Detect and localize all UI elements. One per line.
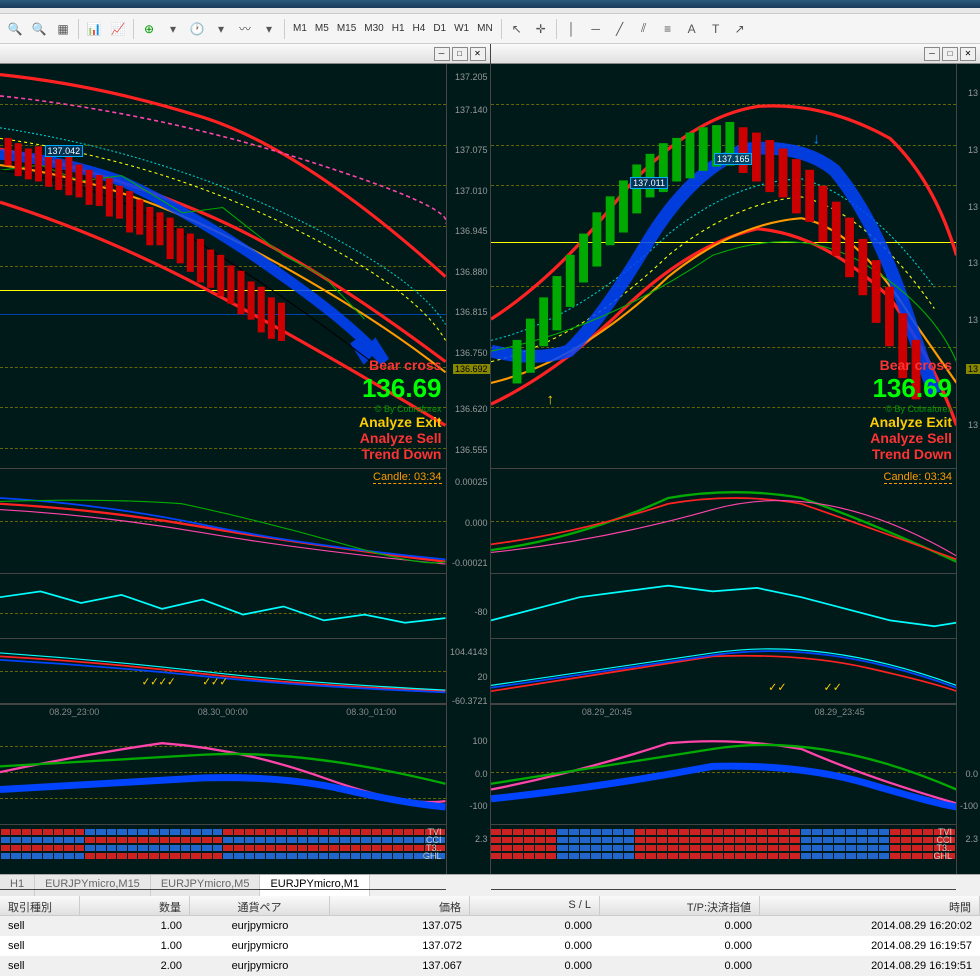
hline-icon[interactable]: ─ — [585, 18, 607, 40]
signal-text: Analyze Exit — [359, 414, 441, 430]
order-row[interactable]: sell2.00eurjpymicro137.0670.0000.0002014… — [0, 956, 980, 976]
orders-header: 取引種別 数量 通貨ペア 価格 S / L T/P:決済指値 時間 — [0, 896, 980, 916]
indicator-icon[interactable]: 〰 — [234, 18, 256, 40]
close-icon[interactable]: ✕ — [470, 47, 486, 61]
zoom-out-icon[interactable]: 🔍 — [28, 18, 50, 40]
maximize-icon[interactable]: □ — [942, 47, 958, 61]
svg-text:✓✓: ✓✓ — [768, 682, 787, 694]
dropdown3-icon[interactable]: ▾ — [258, 18, 280, 40]
chart-window-left: ─ □ ✕ — [0, 44, 490, 874]
col-header[interactable]: 価格 — [330, 896, 470, 915]
grid-icon[interactable]: ▦ — [52, 18, 74, 40]
col-header[interactable]: 時間 — [760, 896, 980, 915]
signal-text: Bear cross — [870, 357, 952, 373]
bar-icon[interactable]: 📈 — [107, 18, 129, 40]
dropdown-icon[interactable]: ▾ — [162, 18, 184, 40]
svg-text:✓✓✓: ✓✓✓ — [203, 676, 228, 689]
timeframe-W1[interactable]: W1 — [450, 21, 473, 36]
signal-text: Analyze Sell — [359, 430, 441, 446]
timeframe-M1[interactable]: M1 — [289, 21, 311, 36]
col-header[interactable]: 取引種別 — [0, 896, 80, 915]
clock-icon[interactable]: 🕐 — [186, 18, 208, 40]
signal-text: Trend Down — [870, 446, 952, 462]
orders-panel: 取引種別 数量 通貨ペア 価格 S / L T/P:決済指値 時間 sell1.… — [0, 896, 980, 980]
trendline-icon[interactable]: ╱ — [609, 18, 631, 40]
fib-icon[interactable]: ≡ — [657, 18, 679, 40]
big-price: 136.69 — [359, 373, 441, 404]
timeframe-H4[interactable]: H4 — [409, 21, 430, 36]
vline-icon[interactable]: │ — [561, 18, 583, 40]
text-icon[interactable]: A — [681, 18, 703, 40]
channel-icon[interactable]: ⫽ — [633, 18, 655, 40]
order-row[interactable]: sell1.00eurjpymicro137.0720.0000.0002014… — [0, 936, 980, 956]
sub-chart-1[interactable]: Candle: 03:34 — [491, 469, 957, 574]
price-scale: 137.205 137.140 137.075 137.010 136.945 … — [446, 64, 490, 874]
sub-chart-3[interactable]: ✓✓ ✓✓ — [491, 639, 957, 704]
timeframe-H1[interactable]: H1 — [388, 21, 409, 36]
minimize-icon[interactable]: ─ — [924, 47, 940, 61]
signal-text: Analyze Sell — [870, 430, 952, 446]
close-icon[interactable]: ✕ — [960, 47, 976, 61]
title-bar — [0, 0, 980, 8]
cursor-icon[interactable]: ↖ — [506, 18, 528, 40]
main-chart-left[interactable]: 137.042 Bear cross 136.69 © By Cobrafore… — [0, 64, 446, 469]
arrow-icon[interactable]: ↗ — [729, 18, 751, 40]
big-price: 136.69 — [870, 373, 952, 404]
sub-chart-4[interactable] — [0, 720, 446, 825]
col-header[interactable]: 通貨ペア — [190, 896, 330, 915]
chart-window-right: ─ □ ✕ — [491, 44, 980, 874]
toolbar: 🔍 🔍 ▦ 📊 📈 ⊕ ▾ 🕐 ▾ 〰 ▾ M1M5M15M30H1H4D1W1… — [0, 14, 980, 44]
label-icon[interactable]: T — [705, 18, 727, 40]
order-row[interactable]: sell1.00eurjpymicro137.0750.0000.0002014… — [0, 916, 980, 936]
svg-text:↓: ↓ — [812, 131, 820, 148]
svg-text:✓✓: ✓✓ — [823, 682, 842, 694]
timeframe-MN[interactable]: MN — [473, 21, 497, 36]
sub-chart-1[interactable]: Candle: 03:34 — [0, 469, 446, 574]
timeframe-M5[interactable]: M5 — [311, 21, 333, 36]
sub-chart-5[interactable]: TVICCIT3..GHL — [0, 825, 446, 890]
col-header[interactable]: S / L — [470, 896, 600, 915]
price-label: 137.011 — [630, 177, 668, 189]
crosshair-icon[interactable]: ✛ — [530, 18, 552, 40]
minimize-icon[interactable]: ─ — [434, 47, 450, 61]
time-axis: 08.29_20:45 08.29_23:45 — [491, 704, 957, 720]
sub-chart-3[interactable]: ✓✓✓✓ ✓✓✓ — [0, 639, 446, 704]
main-chart-right[interactable]: ↑ ↓ — [491, 64, 957, 469]
col-header[interactable]: 数量 — [80, 896, 190, 915]
price-scale: 13 13 13 13 13 13 13 0.0 -100 2.3 — [956, 64, 980, 874]
watermark: © By Cobraforex — [359, 404, 441, 414]
time-axis: 08.29_23:00 08.30_00:00 08.30_01:00 — [0, 704, 446, 720]
price-label: 137.042 — [45, 145, 84, 157]
zoom-in-icon[interactable]: 🔍 — [4, 18, 26, 40]
timeframe-D1[interactable]: D1 — [429, 21, 450, 36]
chart-titlebar[interactable]: ─ □ ✕ — [0, 44, 490, 64]
signal-text: Trend Down — [359, 446, 441, 462]
timeframe-M15[interactable]: M15 — [333, 21, 360, 36]
timeframe-M30[interactable]: M30 — [360, 21, 387, 36]
col-header[interactable]: T/P:決済指値 — [600, 896, 760, 915]
sub-chart-4[interactable] — [491, 720, 957, 825]
signal-text: Analyze Exit — [870, 414, 952, 430]
dropdown2-icon[interactable]: ▾ — [210, 18, 232, 40]
watermark: © By Cobraforex — [870, 404, 952, 414]
signal-text: Bear cross — [359, 357, 441, 373]
price-label: 137.165 — [714, 153, 753, 165]
svg-text:✓✓✓✓: ✓✓✓✓ — [142, 676, 176, 689]
sub-chart-2[interactable] — [491, 574, 957, 639]
sub-chart-5[interactable]: TVICCIT3..GHL — [491, 825, 957, 890]
add-icon[interactable]: ⊕ — [138, 18, 160, 40]
maximize-icon[interactable]: □ — [452, 47, 468, 61]
sub-chart-2[interactable] — [0, 574, 446, 639]
chart-titlebar[interactable]: ─ □ ✕ — [491, 44, 980, 64]
charts-container: ─ □ ✕ — [0, 44, 980, 874]
candle-icon[interactable]: 📊 — [83, 18, 105, 40]
svg-text:↑: ↑ — [546, 391, 554, 408]
